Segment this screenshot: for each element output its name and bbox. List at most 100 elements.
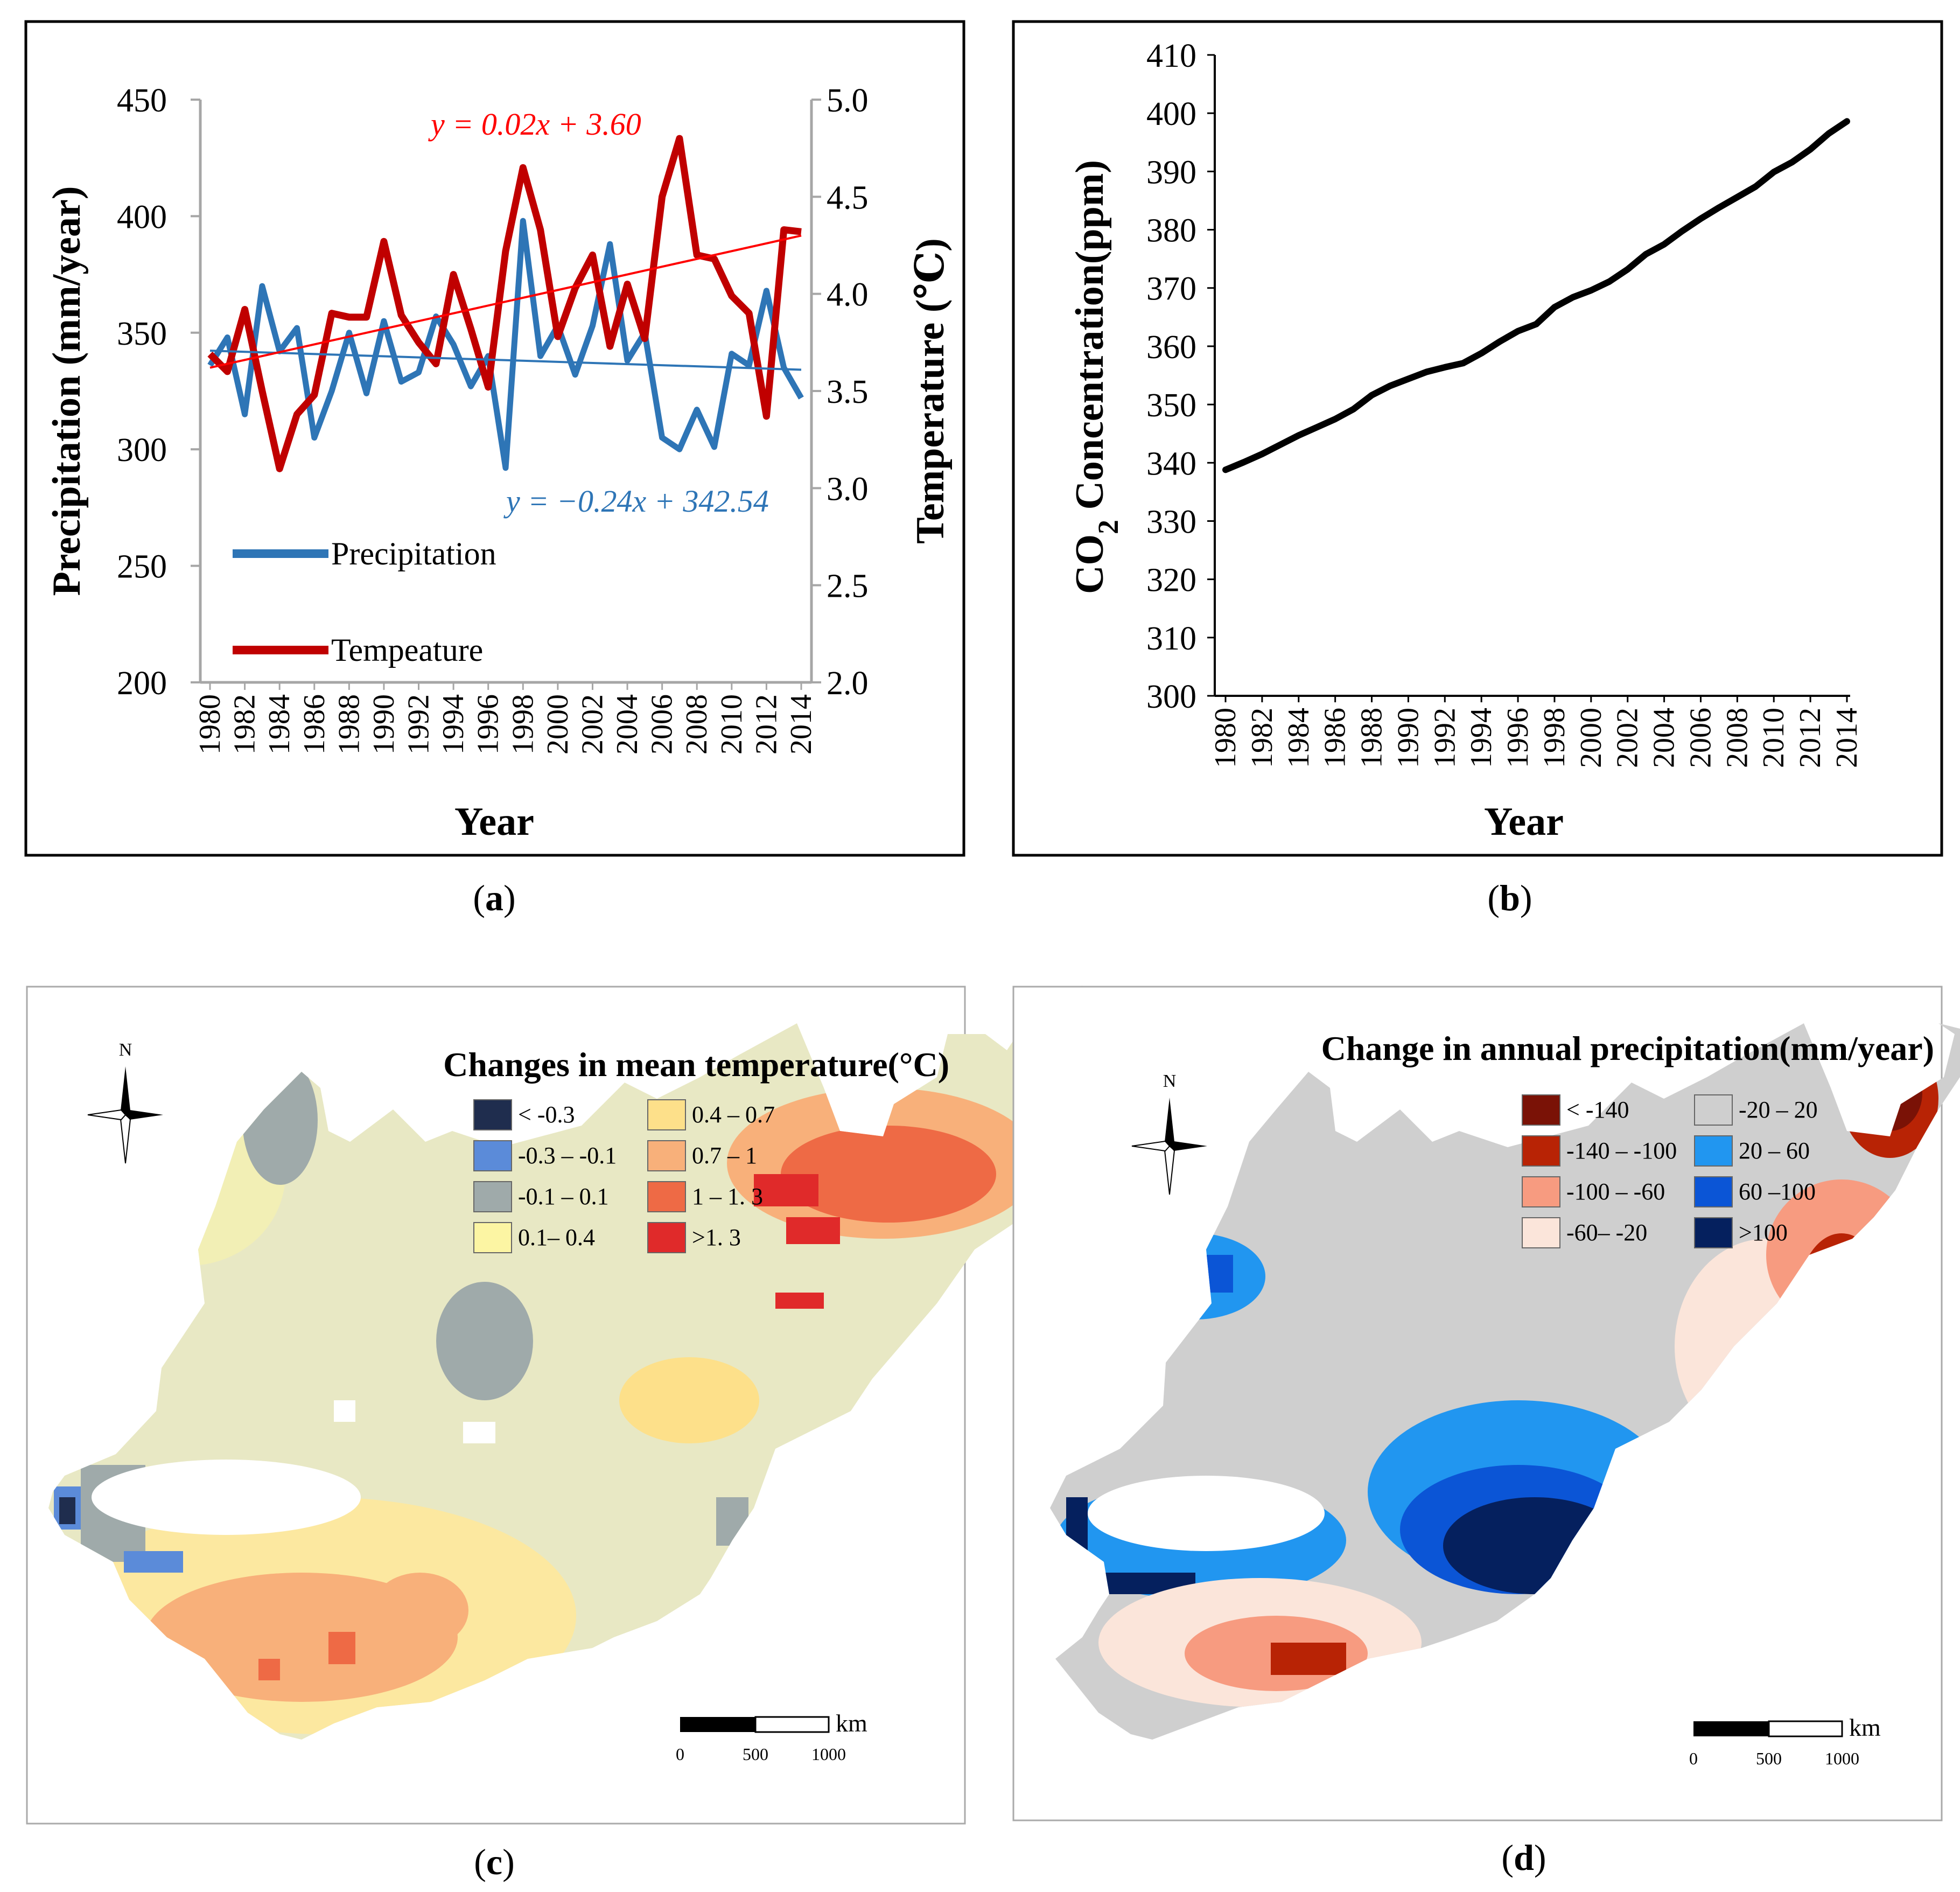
a-precipitation-trendline <box>209 350 802 371</box>
a-x-tick-label: 2010 <box>715 694 748 755</box>
c-region-white-basin <box>92 1460 361 1535</box>
d-scale-bar: km 0 500 1000 <box>1689 1714 1881 1768</box>
b-y-tick-label: 360 <box>1146 329 1196 366</box>
b-x-tick-label: 1996 <box>1501 708 1535 768</box>
c-legend-swatch <box>473 1181 512 1212</box>
d-legend-swatch <box>1694 1217 1733 1248</box>
a-temperature-trendline <box>209 234 802 369</box>
a-x-tick-label: 1986 <box>298 694 331 755</box>
a-x-tick-label: 1992 <box>402 694 436 755</box>
caption-b: (b) <box>1487 877 1532 918</box>
d-legend-swatch <box>1522 1094 1560 1126</box>
c-legend-swatch <box>473 1099 512 1130</box>
a-x-tick-label: 1994 <box>437 694 470 755</box>
d-north-arrow-east-icon <box>1170 1141 1207 1151</box>
c-legend-label: 0.7 – 1 <box>692 1142 757 1169</box>
a-x-tick-label: 1988 <box>332 694 366 755</box>
a-right-tick-label: 3.0 <box>827 471 869 507</box>
a-left-tick-label: 450 <box>117 82 167 119</box>
a-x-tick-label: 1982 <box>228 694 262 755</box>
b-x-tick-label: 2002 <box>1611 708 1644 768</box>
a-right-tick-label: 3.5 <box>827 374 869 410</box>
b-x-tick-label: 1998 <box>1538 708 1571 768</box>
d-legend-label: 20 – 60 <box>1739 1137 1810 1164</box>
d-legend-label: < -140 <box>1566 1097 1629 1123</box>
a-left-ticks: 200 250 300 350 400 450 <box>117 82 200 702</box>
caption-a: (a) <box>473 877 515 918</box>
c-legend-label: -0.1 – 0.1 <box>518 1183 609 1210</box>
a-x-tick-label: 2006 <box>646 694 679 755</box>
c-scale-bar: km 0 500 1000 <box>676 1709 867 1764</box>
d-legend-swatch <box>1694 1094 1733 1126</box>
d-legend-swatch <box>1694 1135 1733 1167</box>
c-legend: < -0.3 0.4 – 0.7 -0.3 – -0.1 0.7 – 1 -0.1 – … <box>473 1099 775 1253</box>
b-x-tick-label: 2010 <box>1757 708 1790 768</box>
b-x-tick-label: 1982 <box>1245 708 1279 768</box>
b-y-tick-label: 410 <box>1146 38 1196 74</box>
d-scale-tick-500: 500 <box>1756 1749 1782 1768</box>
b-y-tick-label: 330 <box>1146 504 1196 540</box>
b-y-tick-label: 320 <box>1146 562 1196 599</box>
d-legend-swatch <box>1522 1176 1560 1207</box>
c-region-orange-south2 <box>372 1573 468 1648</box>
b-x-tick-label: 2000 <box>1574 708 1608 768</box>
c-legend-label: < -0.3 <box>518 1101 575 1128</box>
d-north-arrow-up-icon <box>1165 1098 1174 1146</box>
b-x-tick-label: 1992 <box>1428 708 1461 768</box>
c-north-arrow: N <box>87 1040 163 1164</box>
a-left-tick-label: 400 <box>117 199 167 235</box>
c-region-red-ne2 <box>786 1217 840 1244</box>
c-scale-tick-1000: 1000 <box>811 1744 846 1764</box>
d-region-white-basin <box>1088 1476 1325 1551</box>
b-x-tick-label: 1994 <box>1465 708 1498 768</box>
c-legend-swatch <box>647 1222 686 1253</box>
d-scale-black <box>1693 1721 1769 1736</box>
b-x-tick-label: 2014 <box>1830 708 1864 768</box>
b-xlabel: Year <box>1484 800 1564 844</box>
a-right-tick-label: 4.5 <box>827 179 869 216</box>
a-temperature-line <box>207 135 802 472</box>
b-x-tick-label: 2012 <box>1794 708 1827 768</box>
a-x-tick-label: 1984 <box>263 694 296 755</box>
c-legend-swatch <box>647 1181 686 1212</box>
a-right-tick-label: 5.0 <box>827 82 869 119</box>
a-x-ticks: 1980 1982 1984 1986 1988 1990 1992 1994 1996 1998… <box>193 682 818 755</box>
a-x-tick-label: 2014 <box>785 694 818 755</box>
c-legend-label: 0.4 – 0.7 <box>692 1101 775 1128</box>
a-ylabel-right: Temperature (℃) <box>908 238 953 544</box>
a-xlabel: Year <box>454 800 534 844</box>
b-y-ticks: 300 310 320 330 340 350 360 370 380 390 400 410 <box>1146 38 1215 715</box>
c-legend-swatch <box>473 1140 512 1171</box>
d-region-red-south <box>1271 1643 1346 1675</box>
d-legend-swatch <box>1522 1135 1560 1167</box>
d-map-title: Change in annual precipitation(mm/year) <box>1321 1029 1934 1067</box>
panel-b: 300 310 320 330 340 350 360 370 380 390 400 410 198… <box>1012 20 1943 857</box>
c-legend-label: >1. 3 <box>692 1224 741 1251</box>
a-left-tick-label: 250 <box>117 549 167 585</box>
panel-c: Changes in mean temperature(°C) < -0.3 0.… <box>26 986 1104 1825</box>
d-north-arrow: N <box>1131 1071 1207 1195</box>
a-ylabel-left: Precipitation (mm/year) <box>45 186 89 596</box>
caption-c: (c) <box>474 1841 515 1882</box>
b-ylabel: CO2 Concentration(ppm) <box>1068 160 1124 594</box>
b-x-tick-label: 2008 <box>1720 708 1754 768</box>
c-legend-label: 1 – 1. 3 <box>692 1183 763 1210</box>
d-legend-label: >100 <box>1739 1219 1788 1246</box>
b-y-tick-label: 340 <box>1146 445 1196 482</box>
a-right-ticks: 2.0 2.5 3.0 3.5 4.0 4.5 5.0 <box>811 82 869 702</box>
b-y-tick-label: 400 <box>1146 96 1196 132</box>
c-region-red-south <box>328 1632 355 1664</box>
b-x-tick-label: 2006 <box>1684 708 1717 768</box>
b-y-tick-label: 310 <box>1146 620 1196 657</box>
b-y-tick-label: 390 <box>1146 154 1196 191</box>
b-x-tick-label: 2004 <box>1648 708 1681 768</box>
d-legend-label: 60 –100 <box>1739 1178 1816 1205</box>
d-north-label: N <box>1163 1071 1177 1091</box>
a-left-tick-label: 300 <box>117 432 167 469</box>
d-legend-swatch <box>1522 1217 1560 1248</box>
a-right-tick-label: 2.0 <box>827 665 869 702</box>
d-legend-label: -20 – 20 <box>1739 1097 1818 1123</box>
a-left-tick-label: 200 <box>117 665 167 702</box>
d-legend-label: -60– -20 <box>1566 1219 1647 1246</box>
d-legend-label: -140 – -100 <box>1566 1137 1677 1164</box>
